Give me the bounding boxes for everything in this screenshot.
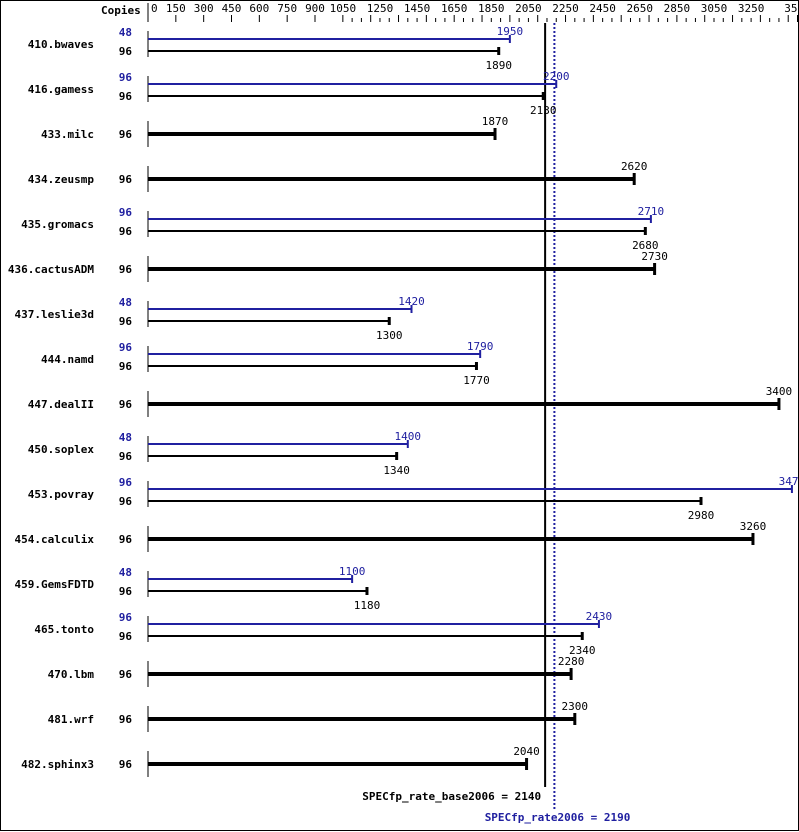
base-copies: 96 [119,128,133,141]
base-value-label: 3400 [766,385,793,398]
benchmark-name: 470.lbm [48,668,95,681]
benchmark-name: 433.milc [41,128,94,141]
tick-label: 3250 [738,2,765,15]
base-value-label: 2340 [569,644,596,657]
benchmark-name: 434.zeusmp [28,173,95,186]
benchmark-name: 459.GemsFDTD [15,578,95,591]
base-value-label: 2980 [688,509,715,522]
tick-label: 3500 [784,2,799,15]
tick-label: 1250 [367,2,394,15]
benchmark-name: 435.gromacs [21,218,94,231]
peak-copies: 48 [119,296,132,309]
base-value-label: 3260 [740,520,767,533]
base-copies: 96 [119,90,133,103]
base-value-label: 1300 [376,329,403,342]
benchmark-name: 437.leslie3d [15,308,94,321]
benchmark-name: 482.sphinx3 [21,758,94,771]
peak-copies: 48 [119,566,132,579]
benchmark-name: 436.cactusADM [8,263,94,276]
peak-value-label: 1420 [398,295,425,308]
base-value-label: 1180 [354,599,381,612]
tick-label: 2050 [515,2,542,15]
tick-label: 2450 [589,2,616,15]
base-value-label: 2280 [558,655,585,668]
benchmark-name: 416.gamess [28,83,94,96]
peak-value-label: 2710 [638,205,665,218]
tick-label: 900 [305,2,325,15]
base-copies: 96 [119,173,133,186]
base-value-label: 1870 [482,115,509,128]
tick-label: 1050 [330,2,357,15]
peak-value-label: 2200 [543,70,570,83]
base-copies: 96 [119,225,133,238]
tick-label: 750 [277,2,297,15]
peak-value-label: 2430 [586,610,613,623]
base-summary-label: SPECfp_rate_base2006 = 2140 [362,790,541,803]
benchmark-name: 465.tonto [34,623,94,636]
tick-label: 450 [222,2,242,15]
base-copies: 96 [119,630,133,643]
base-value-label: 1770 [463,374,490,387]
tick-label: 2250 [552,2,579,15]
benchmark-name: 453.povray [28,488,95,501]
benchmark-name: 447.dealII [28,398,94,411]
tick-label: 1450 [404,2,431,15]
peak-value-label: 1790 [467,340,494,353]
base-copies: 96 [119,495,133,508]
peak-copies: 96 [119,611,133,624]
base-copies: 96 [119,668,133,681]
base-copies: 96 [119,585,133,598]
benchmark-name: 444.namd [41,353,94,366]
base-value-label: 2040 [513,745,540,758]
base-copies: 96 [119,45,133,58]
benchmark-name: 481.wrf [48,713,94,726]
tick-label: 3050 [701,2,728,15]
tick-label: 300 [194,2,214,15]
base-copies: 96 [119,758,133,771]
tick-label: 2650 [627,2,654,15]
peak-value-label: 1950 [497,25,524,38]
benchmark-name: 410.bwaves [28,38,94,51]
tick-label: 2850 [664,2,691,15]
benchmark-name: 454.calculix [15,533,95,546]
peak-copies: 96 [119,71,133,84]
base-copies: 96 [119,713,133,726]
base-copies: 96 [119,398,133,411]
base-value-label: 2620 [621,160,648,173]
peak-summary-label: SPECfp_rate2006 = 2190 [485,811,631,824]
base-value-label: 2730 [641,250,668,263]
peak-value-label: 1400 [395,430,422,443]
base-value-label: 1340 [383,464,410,477]
benchmark-name: 450.soplex [28,443,95,456]
base-copies: 96 [119,315,133,328]
base-copies: 96 [119,263,133,276]
tick-label: 0 [151,2,158,15]
peak-copies: 48 [119,431,132,444]
tick-label: 600 [249,2,269,15]
peak-copies: 96 [119,206,133,219]
base-copies: 96 [119,450,133,463]
tick-label: 1650 [441,2,468,15]
peak-value-label: 1100 [339,565,366,578]
base-copies: 96 [119,533,133,546]
copies-header: Copies [101,4,141,17]
base-value-label: 2130 [530,104,557,117]
base-copies: 96 [119,360,133,373]
peak-copies: 96 [119,476,133,489]
tick-label: 150 [166,2,186,15]
peak-copies: 96 [119,341,133,354]
base-value-label: 1890 [485,59,512,72]
tick-label: 1850 [478,2,505,15]
peak-value-label: 3470 [779,475,799,488]
base-value-label: 2680 [632,239,659,252]
base-value-label: 2300 [562,700,589,713]
peak-copies: 48 [119,26,132,39]
